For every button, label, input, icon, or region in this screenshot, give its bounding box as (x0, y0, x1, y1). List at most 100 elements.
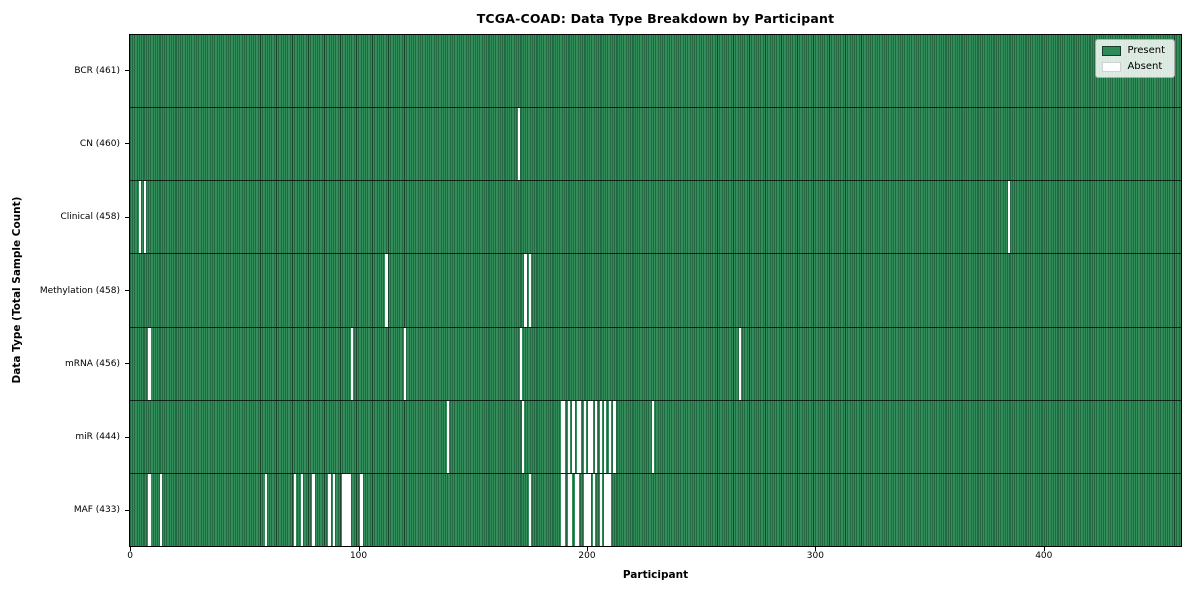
absent-stripe (652, 400, 655, 473)
absent-stripe (524, 254, 527, 327)
y-tick-label-CN: CN (460) (79, 138, 120, 149)
absent-stripe (579, 400, 582, 473)
absent-stripe (592, 473, 596, 546)
y-tick-mark (125, 290, 129, 291)
absent-stripe (563, 473, 566, 546)
legend-item-present: Present (1102, 45, 1165, 56)
y-tick-mark (125, 216, 129, 218)
row-MAF (130, 473, 1181, 546)
y-tick-label-BCR: BCR (461) (74, 65, 120, 76)
legend-item-absent: Absent (1102, 61, 1165, 72)
x-tick-label-400: 400 (1035, 551, 1053, 561)
absent-stripe (613, 400, 616, 473)
absent-stripe (328, 473, 331, 546)
absent-stripe (604, 400, 607, 473)
x-tick-mark (815, 547, 817, 551)
x-tick-mark (358, 547, 360, 551)
legend-swatch-absent (1102, 61, 1122, 72)
absent-stripe (159, 473, 162, 546)
absent-stripe (1007, 181, 1010, 254)
absent-stripe (576, 473, 580, 546)
absent-stripe (560, 473, 564, 546)
absent-stripe (346, 473, 349, 546)
absent-stripe (576, 400, 580, 473)
absent-stripe (348, 473, 352, 546)
absent-stripe (344, 473, 347, 546)
absent-stripe (595, 400, 598, 473)
absent-stripe (148, 473, 151, 546)
absent-stripe (446, 400, 450, 473)
row-Clinical (130, 181, 1181, 255)
y-tick-label-miR: miR (444) (75, 432, 120, 443)
absent-stripe (560, 400, 564, 473)
absent-stripe (570, 473, 573, 546)
x-tick-label-100: 100 (349, 551, 368, 561)
absent-stripe (312, 473, 315, 546)
absent-stripe (604, 473, 607, 546)
absent-stripe (567, 400, 570, 473)
absent-stripe (528, 473, 532, 546)
legend-swatch-present (1102, 45, 1122, 56)
y-tick-mark (125, 436, 129, 438)
row-BCR (130, 35, 1181, 109)
y-tick-label-Methylation: Methylation (458) (39, 285, 120, 296)
x-tick-mark (1043, 547, 1045, 551)
row-mRNA (130, 327, 1181, 401)
absent-stripe (608, 473, 612, 546)
absent-stripe (517, 108, 520, 181)
row-CN (130, 108, 1181, 182)
plot-area: Present Absent (129, 34, 1182, 547)
absent-stripe (360, 473, 363, 546)
absent-stripe (294, 473, 297, 546)
absent-stripe (599, 400, 602, 473)
absent-stripe (583, 400, 586, 473)
legend-label: Absent (1127, 61, 1163, 72)
x-axis-label: Participant (622, 569, 689, 581)
y-tick-label-mRNA: mRNA (456) (65, 358, 120, 369)
x-tick-label-300: 300 (806, 551, 824, 561)
row-miR (130, 400, 1181, 474)
y-tick-mark (125, 143, 129, 145)
absent-stripe (143, 181, 146, 254)
absent-stripe (588, 400, 591, 473)
x-tick-label-0: 0 (127, 551, 134, 561)
absent-stripe (590, 400, 593, 473)
absent-stripe (567, 473, 570, 546)
row-Methylation (130, 254, 1181, 328)
absent-stripe (599, 473, 602, 546)
chart-title: TCGA-COAD: Data Type Breakdown by Partic… (476, 11, 835, 26)
absent-stripe (608, 400, 612, 473)
legend-label: Present (1127, 45, 1165, 56)
y-axis-label: Data Type (Total Sample Count) (11, 196, 23, 384)
absent-stripe (385, 254, 388, 327)
x-tick-mark (130, 547, 132, 551)
x-tick-mark (586, 547, 588, 551)
absent-stripe (528, 254, 532, 327)
absent-stripe (300, 473, 304, 546)
absent-stripe (332, 473, 336, 546)
legend: Present Absent (1095, 39, 1175, 78)
absent-stripe (563, 400, 566, 473)
absent-stripe (519, 327, 523, 400)
y-tick-label-MAF: MAF (433) (73, 505, 120, 516)
absent-stripe (403, 327, 406, 400)
data-rows-container (130, 35, 1181, 546)
absent-stripe (574, 473, 577, 546)
y-tick-label-Clinical: Clinical (458) (60, 212, 120, 223)
absent-stripe (738, 327, 741, 400)
y-tick-mark (125, 363, 129, 365)
absent-stripe (139, 181, 142, 254)
absent-stripe (583, 473, 586, 546)
absent-stripe (264, 473, 267, 546)
absent-stripe (148, 327, 151, 400)
absent-stripe (606, 473, 609, 546)
absent-stripe (585, 473, 589, 546)
absent-stripe (588, 473, 591, 546)
x-tick-label-200: 200 (578, 551, 596, 561)
absent-stripe (351, 327, 354, 400)
absent-stripe (572, 400, 575, 473)
y-tick-mark (125, 70, 129, 72)
absent-stripe (522, 400, 525, 473)
absent-stripe (342, 473, 345, 546)
